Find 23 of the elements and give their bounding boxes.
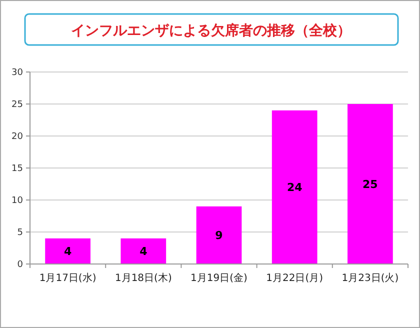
chart-title: インフルエンザによる欠席者の推移（全校）	[71, 22, 351, 39]
x-tick-label: 1月18日(木)	[114, 272, 172, 284]
data-label: 4	[140, 245, 148, 258]
x-tick-label: 1月17日(水)	[39, 272, 96, 284]
x-tick-label: 1月23日(火)	[342, 272, 399, 284]
y-tick-label: 30	[12, 68, 24, 78]
y-tick-label: 10	[12, 196, 24, 206]
x-tick-label: 1月19日(金)	[190, 272, 248, 284]
data-label: 9	[215, 229, 223, 242]
bar	[45, 238, 90, 264]
y-tick-label: 25	[12, 100, 23, 110]
bar	[348, 104, 393, 264]
bar	[272, 110, 318, 264]
y-tick-label: 15	[12, 164, 23, 174]
y-tick-label: 0	[17, 260, 24, 270]
x-tick-label: 1月22日(月)	[266, 273, 324, 284]
data-label: 4	[64, 245, 72, 258]
data-label: 24	[286, 181, 303, 194]
y-tick-label: 5	[17, 228, 23, 238]
bar	[196, 206, 242, 264]
bar	[120, 238, 166, 264]
y-tick-label: 20	[12, 132, 24, 142]
data-label: 25	[362, 178, 378, 191]
